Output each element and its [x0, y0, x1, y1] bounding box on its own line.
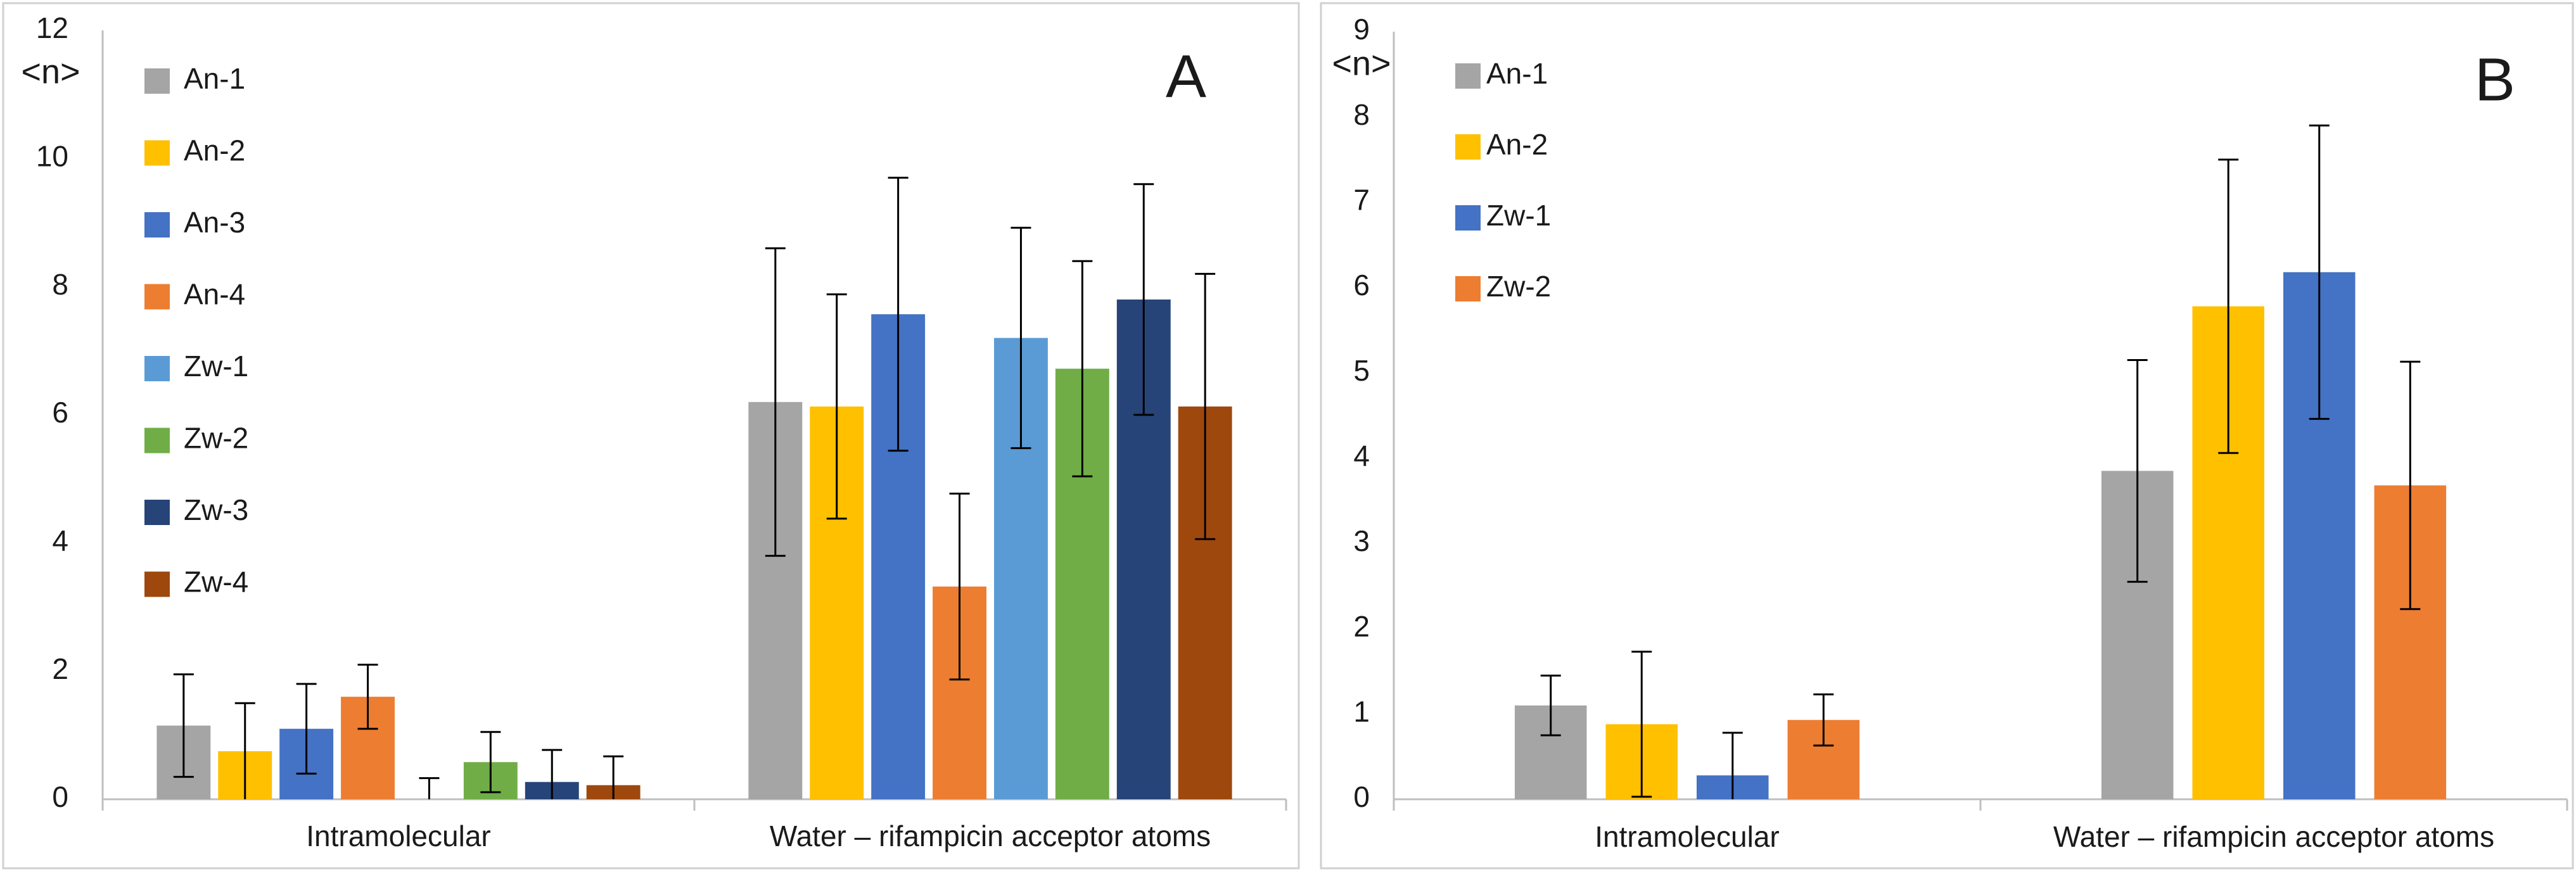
- y-tick-label: 1: [1353, 695, 1370, 728]
- legend-label-an-4: An-4: [184, 278, 245, 311]
- legend-swatch-an-2: [144, 140, 170, 166]
- chart-panel-a: 0 2 4 6 8 10 12 <n> Intramolecular Water – rifamp…: [2, 2, 1300, 870]
- y-tick-label: 10: [36, 139, 68, 172]
- legend-swatch-an-3: [144, 212, 170, 238]
- x-category-label: Intramolecular: [1595, 820, 1779, 853]
- legend-label-an-1: An-1: [1486, 57, 1548, 90]
- legend-swatch-an-1: [1455, 63, 1481, 89]
- legend-label-zw-1: Zw-1: [1486, 199, 1551, 232]
- y-tick-label: 8: [1353, 98, 1370, 131]
- y-tick-label: 0: [52, 780, 68, 813]
- legend-label-an-2: An-2: [1486, 128, 1548, 161]
- legend-swatch-zw-2: [1455, 276, 1481, 301]
- legend-swatch-zw-3: [144, 500, 170, 525]
- y-tick-label: 2: [1353, 610, 1370, 643]
- legend-label-an-3: An-3: [184, 206, 245, 239]
- y-tick-label: 9: [1353, 13, 1370, 46]
- y-axis-label: <n>: [21, 53, 80, 91]
- y-tick-label: 4: [52, 524, 68, 557]
- legend-label-an-2: An-2: [184, 134, 245, 167]
- y-tick-label: 0: [1353, 780, 1370, 813]
- y-tick-label: 5: [1353, 354, 1370, 387]
- x-category-label: Intramolecular: [306, 820, 490, 852]
- legend-swatch-an-2: [1455, 134, 1481, 160]
- y-tick-label: 3: [1353, 524, 1370, 557]
- legend-swatch-zw-1: [1455, 205, 1481, 231]
- legend-swatch-an-1: [144, 68, 170, 94]
- panel-frame: [1320, 2, 2574, 870]
- y-tick-label: 4: [1353, 439, 1370, 472]
- chart-panel-b: 0 1 2 3 4 5 6 7 8 9<n> Intramolecular Water – rifam…: [1320, 2, 2574, 870]
- legend-label-zw-2: Zw-2: [184, 422, 248, 455]
- legend-swatch-an-4: [144, 284, 170, 310]
- legend-label-an-1: An-1: [184, 62, 245, 95]
- legend-swatch-zw-2: [144, 428, 170, 453]
- y-tick-label: 6: [1353, 269, 1370, 301]
- legend-label-zw-1: Zw-1: [184, 350, 248, 383]
- x-category-label: Water – rifampicin acceptor atoms: [770, 820, 1211, 852]
- panel-label: A: [1166, 42, 1206, 110]
- y-tick-label: 6: [52, 396, 68, 429]
- panel-label: B: [2475, 46, 2515, 113]
- legend-label-zw-4: Zw-4: [184, 566, 248, 598]
- legend-swatch-zw-4: [144, 571, 170, 597]
- y-tick-label: 8: [52, 268, 68, 301]
- y-tick-label: 7: [1353, 183, 1370, 216]
- legend-label-zw-2: Zw-2: [1486, 270, 1551, 303]
- panel-frame: [2, 2, 1300, 870]
- x-category-label: Water – rifampicin acceptor atoms: [2053, 820, 2494, 853]
- y-tick-label: 2: [52, 652, 68, 685]
- legend-label-zw-3: Zw-3: [184, 493, 248, 526]
- y-axis-label: <n>: [1332, 44, 1391, 82]
- y-tick-label: 12: [36, 11, 68, 44]
- legend-swatch-zw-1: [144, 356, 170, 381]
